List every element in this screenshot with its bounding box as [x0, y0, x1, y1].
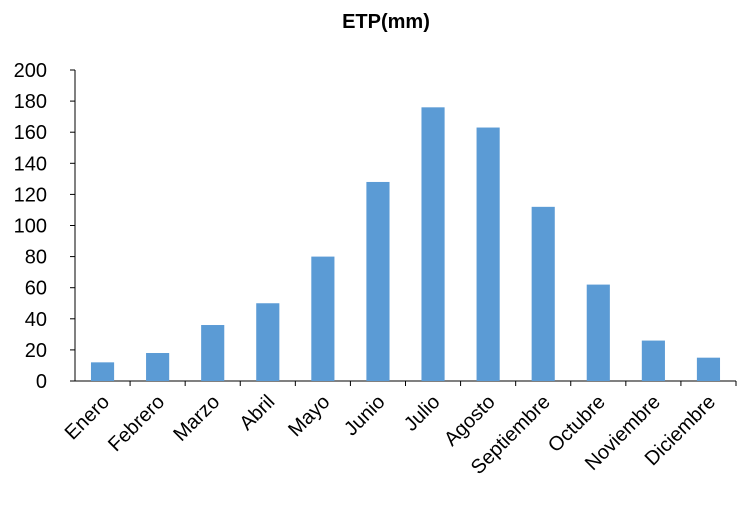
- y-axis: 0 20 40 60 80 100 120 140 160 180 200: [14, 60, 76, 393]
- x-tick-label: Marzo: [169, 391, 224, 446]
- bar-abril: [256, 303, 280, 381]
- y-tick-label: 180: [14, 91, 47, 113]
- bar-diciembre: [696, 357, 721, 381]
- bar-enero: [90, 362, 115, 381]
- x-tick-label: Junio: [340, 391, 389, 440]
- bar-agosto: [476, 127, 500, 381]
- y-tick-label: 120: [14, 184, 47, 206]
- bar-julio: [421, 107, 445, 381]
- y-tick-label: 0: [36, 371, 47, 393]
- x-tick-label: Abril: [235, 391, 279, 435]
- x-tick-label: Julio: [400, 391, 445, 436]
- x-tick-label: Enero: [61, 391, 114, 444]
- bar-febrero: [146, 353, 170, 381]
- bar-junio: [366, 181, 390, 381]
- chart-title: ETP(mm): [342, 11, 430, 33]
- bar-mayo: [311, 256, 335, 381]
- bar-marzo: [201, 325, 225, 381]
- y-tick-label: 200: [14, 60, 47, 82]
- bars: [90, 107, 721, 381]
- y-tick-label: 40: [25, 309, 47, 331]
- bar-septiembre: [531, 206, 555, 381]
- y-tick-label: 60: [25, 278, 47, 300]
- x-tick-label: Mayo: [284, 391, 334, 441]
- y-tick-label: 140: [14, 153, 47, 175]
- bar-octubre: [586, 284, 610, 381]
- y-tick-label: 100: [14, 216, 47, 238]
- y-tick-label: 80: [25, 247, 47, 269]
- y-tick-label: 160: [14, 122, 47, 144]
- bar-noviembre: [641, 340, 665, 381]
- y-tick-label: 20: [25, 340, 47, 362]
- x-tick-label: Febrero: [104, 391, 169, 456]
